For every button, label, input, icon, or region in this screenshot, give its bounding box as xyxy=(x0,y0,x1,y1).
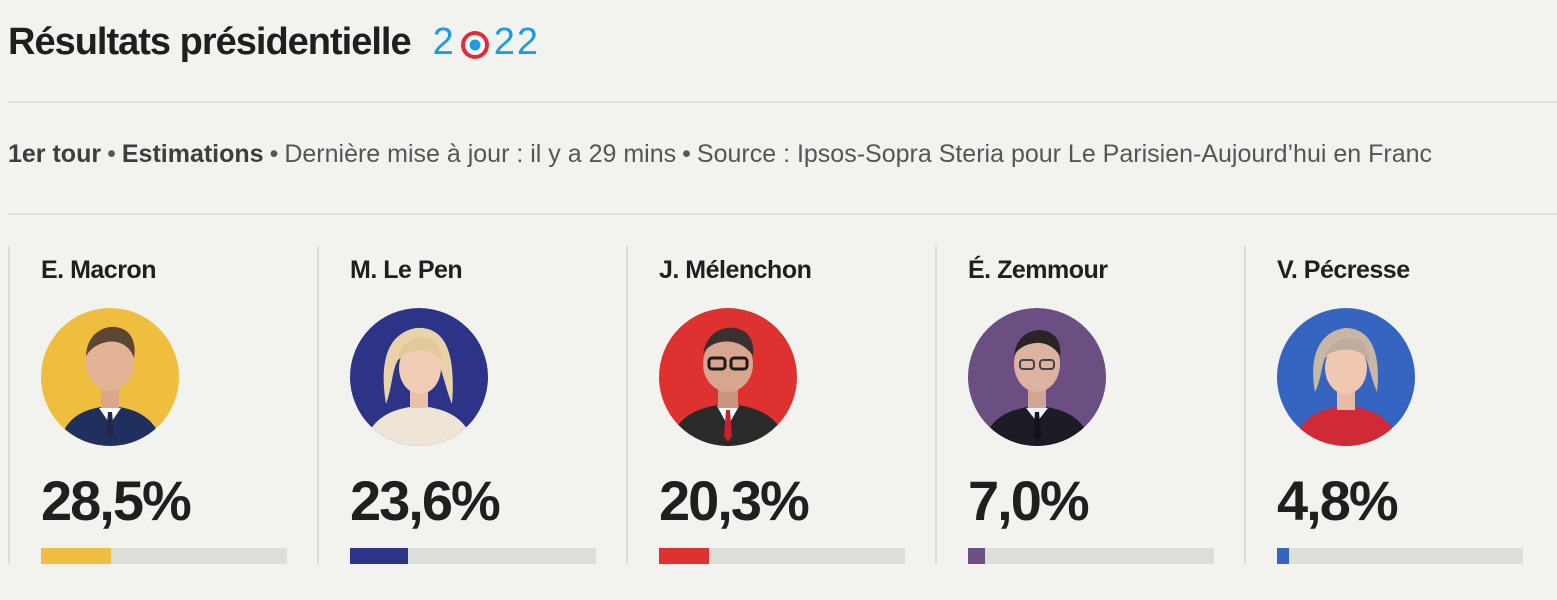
result-bar xyxy=(41,548,287,564)
year-digit: 2 xyxy=(432,20,456,63)
candidate-name: É. Zemmour xyxy=(968,256,1108,284)
candidate-name: J. Mélenchon xyxy=(659,256,812,284)
result-bar xyxy=(968,548,1214,564)
separator-dot: • xyxy=(107,140,116,168)
results-meta: 1er tour • Estimations • Dernière mise à jou… xyxy=(8,140,1557,169)
candidate-card[interactable]: E. Macron 28,5% xyxy=(8,246,317,564)
candidate-percent: 28,5% xyxy=(41,469,192,532)
update-time: Dernière mise à jour : il y a 29 mins xyxy=(284,140,677,168)
candidate-photo xyxy=(1277,308,1415,446)
candidate-card[interactable]: J. Mélenchon 20,3% xyxy=(626,246,935,564)
year-digit: 2 xyxy=(493,20,517,63)
source-label: Source : Ipsos-Sopra Steria pour Le Pari… xyxy=(696,140,1433,168)
candidate-photo xyxy=(659,308,797,446)
result-bar xyxy=(659,548,905,564)
candidate-percent: 4,8% xyxy=(1277,469,1399,532)
candidate-percent: 23,6% xyxy=(350,469,501,532)
candidate-percent: 7,0% xyxy=(968,469,1090,532)
divider xyxy=(8,101,1557,103)
page-title: Résultats présidentielle xyxy=(8,20,412,63)
candidate-card[interactable]: M. Le Pen 23,6% xyxy=(317,246,626,564)
result-bar-fill xyxy=(659,548,709,564)
candidate-photo xyxy=(968,308,1106,446)
candidate-percent: 20,3% xyxy=(659,469,810,532)
result-bar-fill xyxy=(968,548,986,564)
result-bar-fill xyxy=(1277,548,1289,564)
candidate-photo xyxy=(41,308,179,446)
candidate-photo xyxy=(350,308,488,446)
year-digit: 2 xyxy=(516,20,541,63)
result-bar-fill xyxy=(41,548,112,564)
separator-dot: • xyxy=(682,140,691,168)
candidate-name: E. Macron xyxy=(41,256,156,284)
candidate-name: V. Pécresse xyxy=(1277,256,1410,284)
election-year-logo: 2 2 2 xyxy=(433,21,540,64)
result-bar xyxy=(350,548,596,564)
candidate-card[interactable]: É. Zemmour 7,0% xyxy=(935,246,1244,564)
round-label: 1er tour xyxy=(8,140,102,168)
divider xyxy=(8,213,1557,215)
cockade-icon xyxy=(460,27,490,59)
result-bar xyxy=(1277,548,1523,564)
result-bar-fill xyxy=(350,548,409,564)
candidates-row: E. Macron 28,5% M. Le Pen xyxy=(8,246,1553,564)
separator-dot: • xyxy=(269,140,279,168)
estimate-label: Estimations xyxy=(121,140,264,168)
candidate-name: M. Le Pen xyxy=(350,256,463,284)
candidate-card[interactable]: V. Pécresse 4,8% xyxy=(1244,246,1553,564)
header: Résultats présidentielle 2 2 2 xyxy=(8,16,540,68)
